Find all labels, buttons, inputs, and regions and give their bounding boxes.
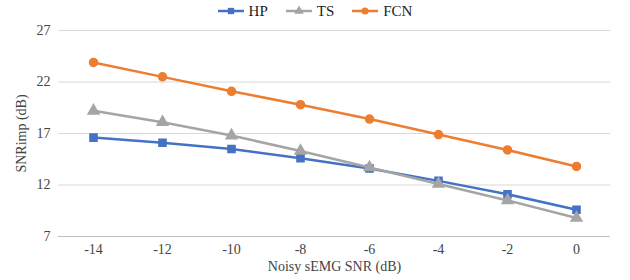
svg-text:-12: -12 <box>153 242 172 257</box>
svg-text:22: 22 <box>37 74 51 89</box>
svg-text:27: 27 <box>37 23 51 38</box>
html-text:TS: TS <box>316 2 335 19</box>
svg-text:-4: -4 <box>433 242 445 257</box>
svg-text:-8: -8 <box>295 242 307 257</box>
svg-text:Noisy sEMG SNR (dB): Noisy sEMG SNR (dB) <box>268 259 402 275</box>
svg-text:SNRimp (dB): SNRimp (dB) <box>14 94 30 173</box>
svg-text:0: 0 <box>573 242 580 257</box>
svg-text:-14: -14 <box>84 242 103 257</box>
svg-text:17: 17 <box>37 126 51 141</box>
html-text:HP: HP <box>248 2 268 19</box>
svg-text:-2: -2 <box>502 242 514 257</box>
svg-text:12: 12 <box>37 177 51 192</box>
svg-text:7: 7 <box>44 229 51 244</box>
svg-text:-10: -10 <box>222 242 241 257</box>
svg-text:-6: -6 <box>364 242 376 257</box>
html-text:FCN: FCN <box>383 2 413 19</box>
